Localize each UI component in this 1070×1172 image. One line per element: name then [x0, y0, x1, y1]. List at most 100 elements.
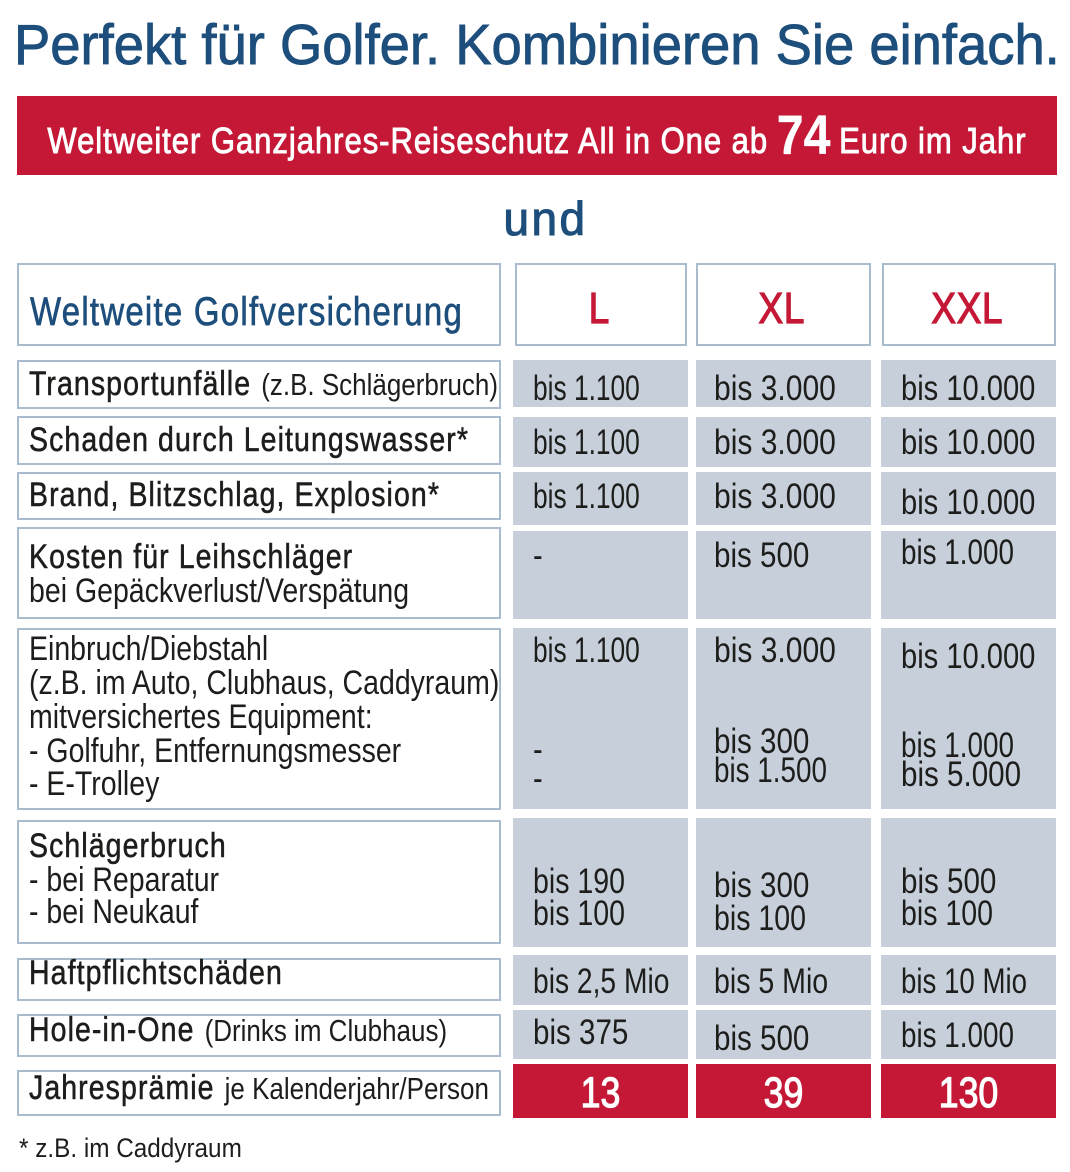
column-header-xxl-label: XXL	[931, 283, 1004, 333]
row-label-box: Jahresprämie je Kalenderjahr/Person	[17, 1068, 501, 1116]
coverage-value: -	[533, 758, 543, 798]
value-cell-xxl: bis 10.000	[881, 359, 1056, 408]
coverage-value: -	[533, 729, 543, 769]
row-label-line: Schlägerbruch	[29, 827, 227, 866]
value-cell-xxl: 130	[881, 1064, 1056, 1118]
row-label: Schlägerbruch	[29, 827, 227, 866]
coverage-value: bis 3.000	[714, 423, 836, 463]
value-cell-xxl: bis 10.000 bis 1.000 bis 5.000	[881, 627, 1056, 809]
connector-text: und	[503, 191, 588, 245]
row-label-line: Einbruch/Diebstahl	[29, 630, 268, 668]
value-cell-xl: bis 3.000	[696, 359, 871, 408]
row-label-line: Jahresprämie je Kalenderjahr/Person	[29, 1068, 489, 1108]
row-label-line: Haftpflichtschäden	[29, 953, 283, 992]
value-cell-l: -	[513, 531, 688, 619]
banner-text-post: Euro im Jahr	[839, 119, 1027, 161]
coverage-value: bis 500	[714, 1018, 810, 1058]
row-label-box: Schlägerbruch - bei Reparatur - bei Neuk…	[17, 820, 501, 944]
coverage-value: -	[533, 536, 543, 576]
row-label-box: Kosten für Leihschläger bei Gepäckverlus…	[17, 527, 501, 619]
coverage-value: bis 3.000	[714, 368, 836, 408]
row-label-line: Hole-in-One (Drinks im Clubhaus)	[29, 1011, 447, 1050]
row-label: Brand, Blitzschlag, Explosion*	[29, 476, 440, 515]
value-cell-xxl: bis 10.000	[881, 472, 1056, 525]
coverage-value: bis 500	[901, 861, 997, 901]
value-cell-l: bis 190 bis 100	[513, 817, 688, 947]
premium-value: 130	[938, 1069, 999, 1118]
row-label-subline: mitversichertes Equipment:	[29, 697, 373, 736]
coverage-value: bis 10.000	[901, 482, 1036, 522]
row-label-line: Transportunfälle (z.B. Schlägerbruch)	[29, 365, 498, 404]
value-cell-l: bis 2,5 Mio	[513, 955, 688, 1005]
coverage-value: bis 1.000	[901, 532, 1014, 572]
value-cell-xl: bis 500	[696, 531, 871, 619]
value-cell-l: 13	[513, 1064, 688, 1118]
coverage-value: bis 10.000	[901, 368, 1036, 408]
coverage-value: bis 1.000	[901, 726, 1014, 765]
row-label-line: Kosten für Leihschläger	[29, 538, 353, 577]
value-cell-xl: bis 300 bis 100	[696, 817, 871, 947]
coverage-value: bis 190	[533, 861, 625, 901]
coverage-value: bis 300	[714, 721, 810, 761]
row-label-note: je Kalenderjahr/Person	[224, 1070, 489, 1106]
table-header-label-box: Weltweite Golfversicherung	[17, 263, 501, 346]
row-label: Jahresprämie	[29, 1068, 215, 1107]
column-header-xl-label: XL	[758, 283, 806, 333]
row-label-box: Schaden durch Leitungswasser*	[17, 416, 501, 465]
coverage-value: bis 1.500	[714, 750, 827, 790]
coverage-value: bis 375	[533, 1013, 629, 1052]
premium-value: 39	[763, 1069, 804, 1118]
table-header-label: Weltweite Golfversicherung	[30, 289, 464, 334]
column-header-l: L	[515, 263, 687, 346]
coverage-value: bis 10.000	[901, 423, 1036, 463]
coverage-value: bis 5 Mio	[714, 962, 829, 1002]
coverage-value: bis 100	[714, 899, 806, 939]
row-label-subline: - Golfuhr, Entfernungsmesser	[29, 731, 402, 770]
coverage-value: bis 300	[714, 865, 810, 905]
banner-text-pre: Weltweiter Ganzjahres-Reiseschutz All in…	[47, 119, 769, 161]
value-cell-xl: bis 5 Mio	[696, 955, 871, 1005]
row-label-note: (z.B. Schlägerbruch)	[261, 367, 499, 402]
value-cell-l: bis 1.100	[513, 417, 688, 467]
value-cell-xxl: bis 10.000	[881, 417, 1056, 467]
coverage-value: bis 3.000	[714, 630, 836, 670]
row-label-subline: - E-Trolley	[29, 765, 160, 804]
value-cell-xxl: bis 500 bis 100	[881, 817, 1056, 947]
coverage-value: bis 10.000	[901, 636, 1036, 676]
row-label-line: Schaden durch Leitungswasser*	[29, 421, 469, 460]
row-label-subline: bei Gepäckverlust/Verspätung	[29, 571, 410, 610]
coverage-value: bis 1.000	[901, 1015, 1014, 1055]
row-label-box: Hole-in-One (Drinks im Clubhaus)	[17, 1011, 501, 1058]
page-title: Perfekt für Golfer. Kombinieren Sie einf…	[14, 13, 1061, 78]
coverage-value: bis 1.100	[533, 368, 640, 408]
row-label-box: Einbruch/Diebstahl (z.B. im Auto, Clubha…	[17, 627, 501, 810]
value-cell-l: bis 1.100	[513, 472, 688, 525]
coverage-value: bis 500	[714, 535, 810, 575]
column-header-xl: XL	[696, 263, 871, 346]
row-label: Transportunfälle	[29, 365, 252, 404]
value-cell-xxl: bis 1.000	[881, 531, 1056, 619]
value-cell-xl: 39	[696, 1064, 871, 1118]
coverage-value: bis 5.000	[901, 755, 1022, 795]
row-label: Einbruch/Diebstahl	[29, 630, 269, 669]
coverage-value: bis 1.100	[533, 477, 640, 517]
row-label: Haftpflichtschäden	[29, 953, 283, 992]
coverage-value: bis 3.000	[714, 477, 836, 517]
coverage-value: bis 100	[533, 894, 625, 934]
premium-value: 13	[580, 1069, 621, 1118]
value-cell-l: bis 375	[513, 1009, 688, 1059]
value-cell-xl: bis 3.000	[696, 472, 871, 525]
row-label-box: Transportunfälle (z.B. Schlägerbruch)	[17, 360, 501, 409]
row-label-subline: (z.B. im Auto, Clubhaus, Caddyraum)	[29, 664, 500, 703]
value-cell-l: bis 1.100 - -	[513, 627, 688, 809]
column-header-xxl: XXL	[882, 263, 1056, 346]
coverage-value: bis 10 Mio	[901, 962, 1028, 1002]
row-label-box: Haftpflichtschäden	[17, 953, 501, 1001]
row-label: Hole-in-One	[29, 1011, 195, 1050]
value-cell-l: bis 1.100	[513, 359, 688, 408]
footnote: * z.B. im Caddyraum	[19, 1133, 242, 1163]
offer-banner-text: Weltweiter Ganzjahres-Reiseschutz All in…	[47, 107, 1027, 163]
row-label-subline: - bei Neukauf	[29, 893, 199, 932]
banner-price: 74	[776, 103, 831, 167]
